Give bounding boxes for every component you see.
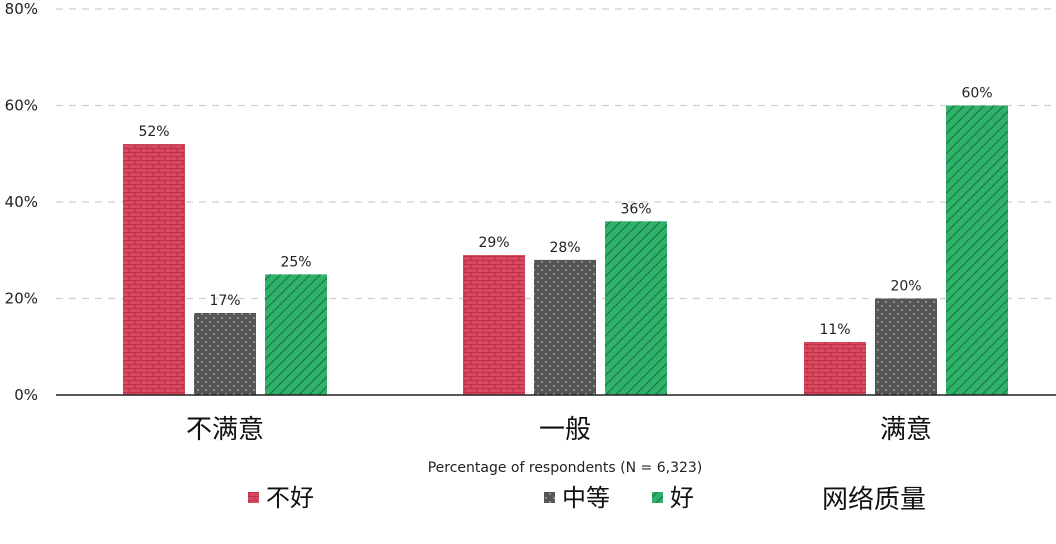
data-label: 29% <box>478 235 509 251</box>
y-tick-label: 80% <box>5 0 38 18</box>
data-labels: 52% 17% 25% 29% 28% 36% 11% 20% 60% <box>138 86 992 338</box>
y-axis-ticks: 0% 20% 40% 60% 80% <box>5 0 38 404</box>
bars <box>123 105 1008 395</box>
bar-2-1 <box>605 221 667 395</box>
legend-label: 好 <box>670 484 694 512</box>
bar-1-2 <box>875 298 937 395</box>
y-tick-label: 20% <box>5 290 38 308</box>
bar-2-0 <box>265 274 327 395</box>
data-label: 11% <box>819 322 850 338</box>
bar-1-0 <box>194 312 256 395</box>
legend-label: 中等 <box>562 484 610 512</box>
bar-0-2 <box>804 341 866 395</box>
bar-2-2 <box>946 105 1008 395</box>
y-tick-label: 40% <box>5 193 38 211</box>
data-label: 36% <box>620 201 651 217</box>
bar-0-0 <box>123 144 185 395</box>
legend-swatch <box>544 492 555 503</box>
data-label: 60% <box>961 86 992 102</box>
legend: 不好 中等 好 网络质量 <box>248 484 926 515</box>
x-axis-title: Percentage of respondents (N = 6,323) <box>428 460 703 476</box>
legend-swatch <box>248 492 259 503</box>
legend-swatch <box>652 492 663 503</box>
data-label: 52% <box>138 124 169 140</box>
data-label: 17% <box>209 293 240 309</box>
data-label: 20% <box>890 279 921 295</box>
data-label: 25% <box>280 254 311 270</box>
y-tick-label: 60% <box>5 97 38 115</box>
x-category-label: 满意 <box>880 415 932 445</box>
x-axis-categories: 不满意 一般 满意 <box>186 415 932 445</box>
x-category-label: 一般 <box>539 415 591 445</box>
bar-0-1 <box>463 255 525 395</box>
x-category-label: 不满意 <box>186 415 264 445</box>
bar-1-1 <box>534 259 596 395</box>
legend-label: 不好 <box>266 484 314 512</box>
data-label: 28% <box>549 240 580 256</box>
y-tick-label: 0% <box>14 386 38 404</box>
legend-title: 网络质量 <box>822 485 926 515</box>
